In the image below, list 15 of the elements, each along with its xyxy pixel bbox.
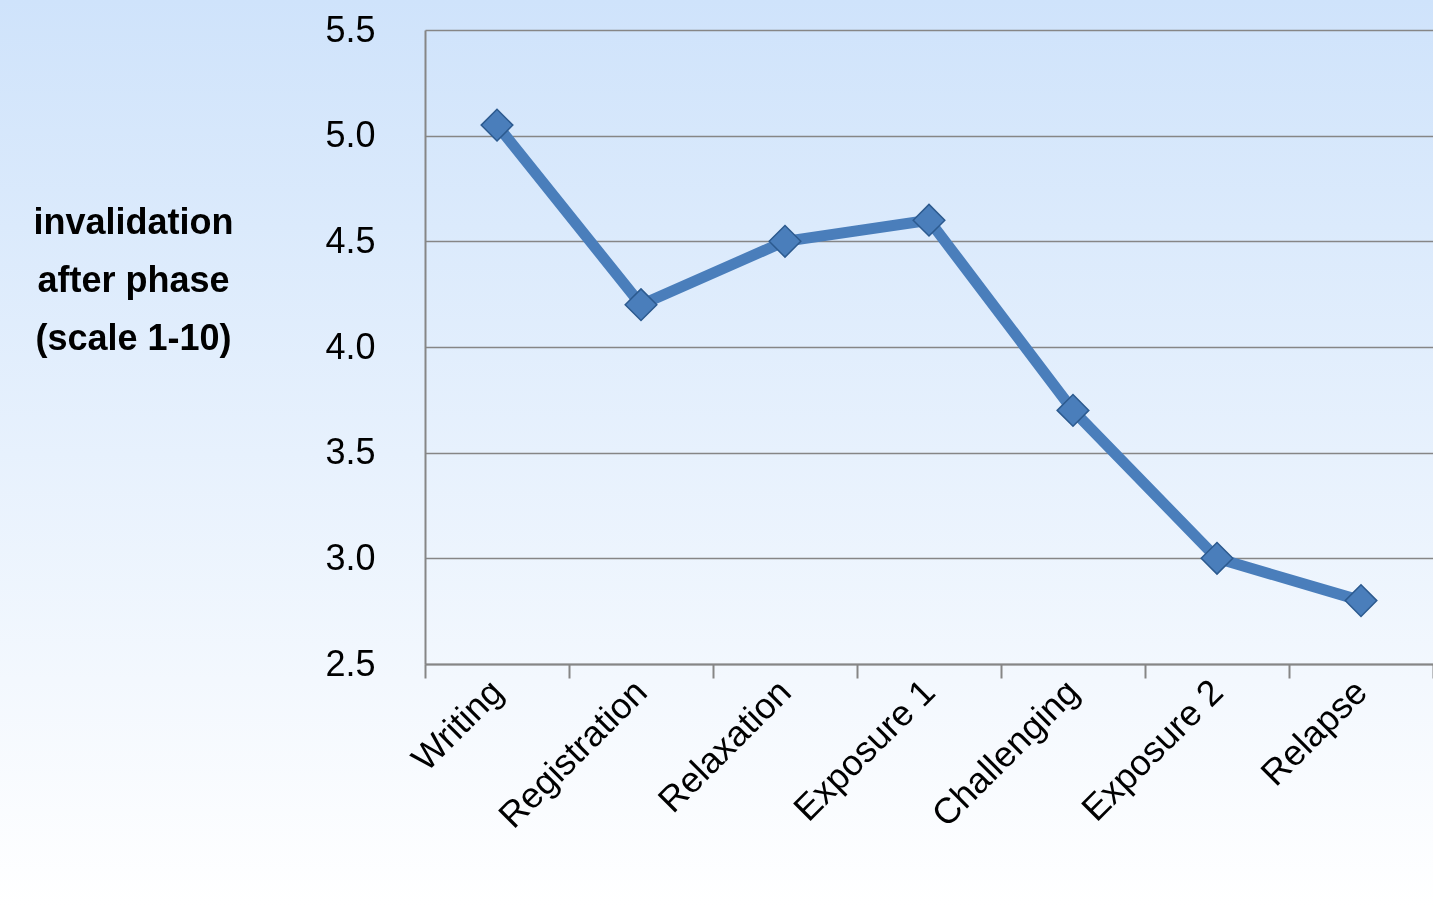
y-axis-title: invalidation after phase (scale 1-10) (33, 200, 234, 358)
point (480, 108, 514, 142)
point (624, 288, 658, 322)
point (768, 224, 802, 258)
y-tick-label: 4.5 (325, 219, 376, 261)
point (912, 203, 946, 237)
point (1056, 393, 1090, 427)
point (1200, 541, 1234, 575)
y-tick-label: 5.0 (325, 114, 376, 156)
y-tick-label: 2.5 (325, 642, 376, 684)
y-tick-label: 4.0 (325, 325, 376, 367)
y-tick-label: 3.5 (325, 431, 376, 473)
point (1344, 584, 1378, 618)
y-tick-label: 3.0 (325, 536, 376, 578)
y-tick-label: 5.5 (325, 8, 376, 50)
